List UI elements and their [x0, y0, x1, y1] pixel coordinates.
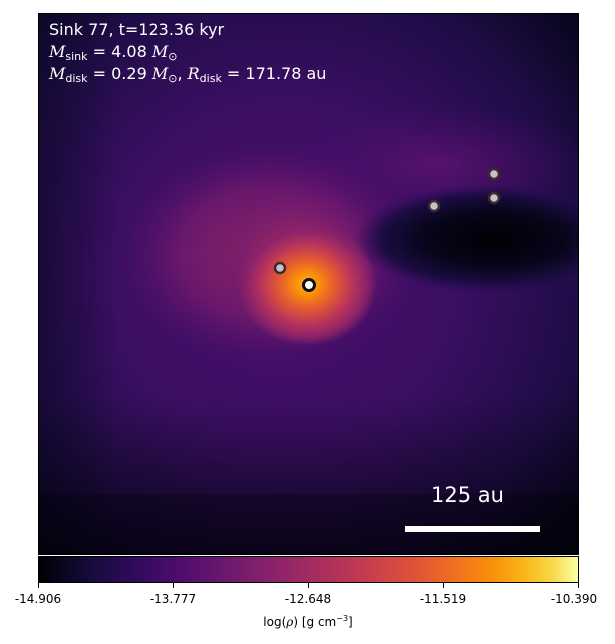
sink-mass-value: = 4.08 — [92, 42, 147, 61]
colorbar-label: log(ρ) [g cm−3] — [263, 614, 352, 629]
colorbar-tick-label: -14.906 — [14, 592, 62, 606]
scale-bar — [405, 526, 540, 532]
disk-mass-value: = 0.29 — [92, 64, 147, 83]
sink-marker — [487, 191, 501, 205]
mass-symbol: M — [151, 64, 169, 83]
sink-mass-label: Msink = 4.08 M⊙ — [49, 42, 178, 63]
sink-subscript: sink — [65, 50, 88, 63]
colorbar-tick-label: -11.519 — [419, 592, 467, 606]
solar-symbol: ⊙ — [168, 50, 178, 63]
colorbar-tick — [443, 583, 444, 588]
colorbar-label-end: ] — [348, 615, 353, 629]
colorbar-tick — [308, 583, 309, 588]
colorbar-label-exponent: −3 — [336, 614, 349, 623]
colorbar — [38, 556, 579, 583]
scale-bar-label: 125 au — [431, 483, 504, 507]
colorbar-tick-label: -13.777 — [149, 592, 197, 606]
sink-marker — [487, 167, 501, 181]
sink-marker — [273, 261, 287, 275]
mass-symbol: M — [49, 64, 66, 83]
disk-subscript: disk — [65, 72, 88, 85]
colorbar-label-prefix: log( — [263, 615, 287, 629]
colorbar-tick-label: -12.648 — [284, 592, 332, 606]
disk-subscript: disk — [199, 72, 222, 85]
colorbar-label-units: ) [g cm — [293, 615, 337, 629]
colorbar-tick — [578, 583, 579, 588]
disk-radius-value: = 171.78 au — [226, 64, 327, 83]
colorbar-tick — [173, 583, 174, 588]
density-map-image — [39, 14, 578, 554]
density-map-panel: Sink 77, t=123.36 kyr Msink = 4.08 M⊙ Md… — [38, 13, 579, 555]
central-sink-marker — [302, 278, 316, 292]
rho-symbol: ρ — [286, 615, 294, 629]
mass-symbol: M — [151, 42, 169, 61]
disk-properties-label: Mdisk = 0.29 M⊙, Rdisk = 171.78 au — [49, 64, 327, 85]
colorbar-tick — [38, 583, 39, 588]
solar-symbol: ⊙ — [168, 72, 178, 85]
sink-marker — [427, 199, 441, 213]
sink-time-label: Sink 77, t=123.36 kyr — [49, 20, 225, 39]
radius-symbol: R — [187, 64, 200, 83]
colorbar-tick-label: -10.390 — [550, 592, 598, 606]
mass-symbol: M — [49, 42, 66, 61]
